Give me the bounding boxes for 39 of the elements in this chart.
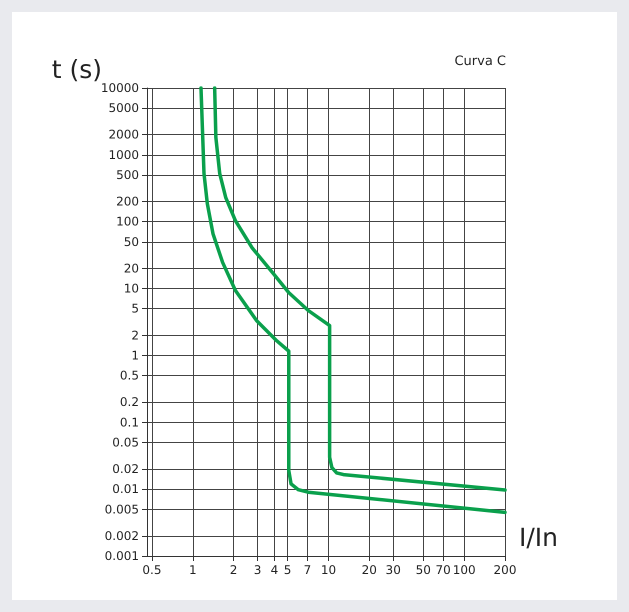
x-tick-label: 20 <box>362 563 377 577</box>
x-tick-label: 10 <box>320 563 336 577</box>
y-tick-label: 0.2 <box>120 395 139 410</box>
y-tick-label: 0.001 <box>104 549 139 563</box>
x-axis-title: I/In <box>519 523 558 552</box>
y-tick-label: 10 <box>124 282 139 296</box>
y-tick-label: 0.05 <box>112 435 139 450</box>
y-tick-label: 10000 <box>100 81 139 95</box>
x-tick-label: 2 <box>230 563 238 577</box>
y-tick-label: 0.5 <box>120 368 139 383</box>
y-tick-label: 0.005 <box>104 502 139 516</box>
x-tick-label: 70 <box>435 563 451 577</box>
y-tick-label: 20 <box>124 261 139 276</box>
y-tick-label: 200 <box>116 194 139 209</box>
y-tick-label: 50 <box>124 234 139 249</box>
x-tick-label: 50 <box>416 563 431 577</box>
x-tick-label: 5 <box>284 563 292 577</box>
chart-title: Curva C <box>454 54 506 69</box>
x-tick-label: 1 <box>188 563 197 577</box>
y-axis-title: t (s) <box>52 55 102 84</box>
y-tick-label: 0.002 <box>104 528 139 543</box>
y-tick-label: 500 <box>116 168 139 182</box>
y-tick-label: 1000 <box>108 148 139 162</box>
y-tick-label: 5 <box>131 302 139 316</box>
y-tick-label: 2000 <box>108 128 139 142</box>
y-tick-label: 100 <box>116 214 139 229</box>
x-tick-label: 200 <box>494 563 516 577</box>
y-tick-label: 5000 <box>108 101 139 116</box>
x-tick-label: 7 <box>304 563 312 577</box>
y-tick-label: 0.02 <box>112 462 139 476</box>
x-tick-label: 4 <box>270 563 278 577</box>
y-tick-label: 0.1 <box>120 415 139 430</box>
y-tick-label: 2 <box>131 328 139 342</box>
y-tick-label: 1 <box>131 348 139 362</box>
x-tick-label: 3 <box>254 563 262 577</box>
y-tick-label: 0.01 <box>112 482 139 496</box>
x-tick-label: 0.5 <box>142 563 162 577</box>
x-tick-label: 30 <box>386 563 401 577</box>
x-tick-label: 100 <box>452 563 476 577</box>
